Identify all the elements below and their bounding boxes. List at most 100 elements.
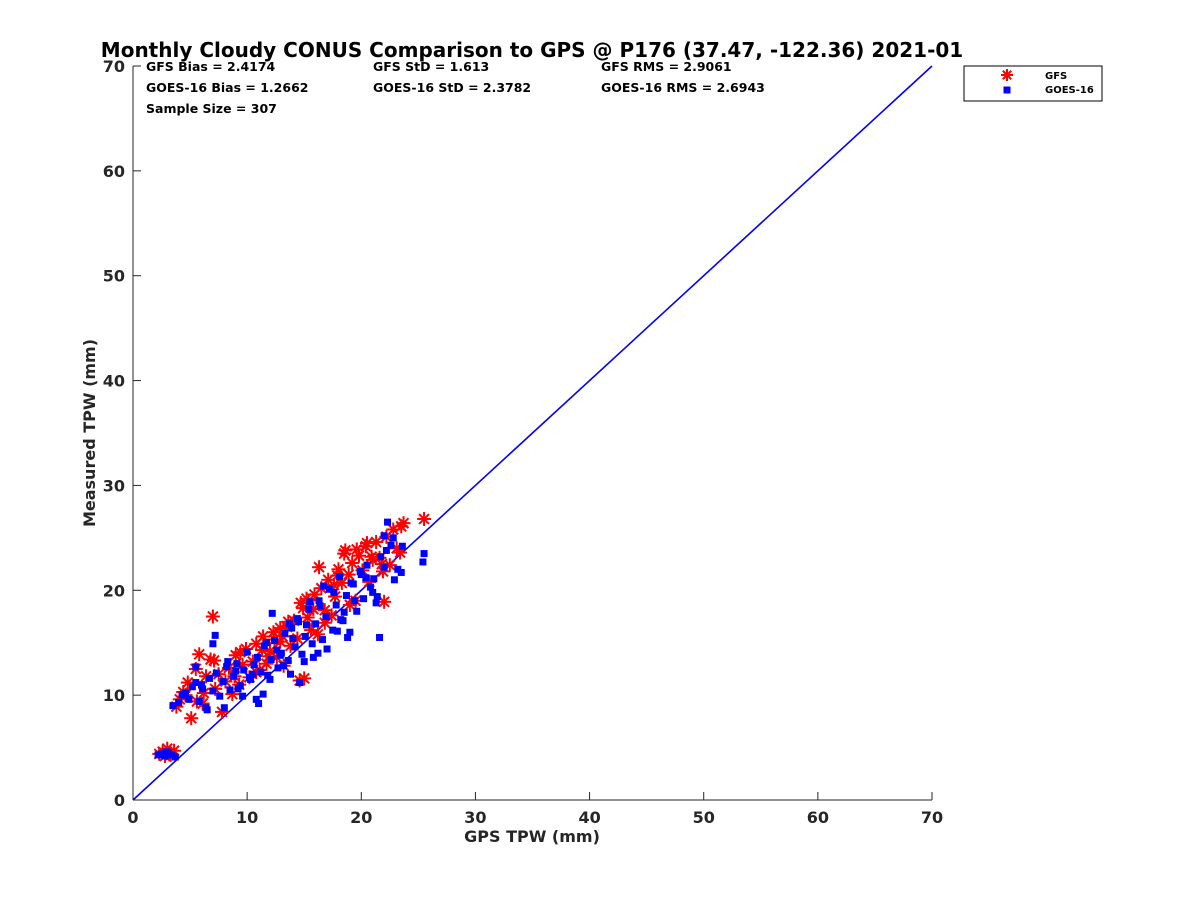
data-point	[162, 748, 170, 756]
data-point	[199, 685, 207, 693]
data-point	[417, 511, 432, 526]
data-point	[192, 663, 200, 671]
data-point	[240, 666, 248, 674]
legend-label-goes-16: GOES-16	[1045, 85, 1094, 96]
data-point	[342, 597, 357, 612]
stat-goes-bias: GOES-16 Bias = 1.2662	[146, 80, 308, 95]
data-point	[382, 546, 390, 554]
data-point	[305, 605, 313, 613]
data-point	[360, 595, 368, 603]
data-point	[184, 711, 199, 726]
data-point	[372, 599, 380, 607]
data-point	[212, 669, 220, 677]
data-point	[336, 573, 344, 581]
data-point	[220, 704, 228, 712]
legend-marker-goes-16	[1003, 86, 1011, 94]
data-point	[316, 602, 324, 610]
data-point	[359, 536, 374, 551]
data-point	[357, 571, 365, 579]
data-point	[259, 690, 267, 698]
legend-square	[1003, 86, 1011, 94]
data-point	[274, 664, 282, 672]
data-point	[347, 579, 355, 587]
stat-gfs-std: GFS StD = 1.613	[373, 59, 489, 74]
data-point	[350, 597, 358, 605]
data-point	[205, 674, 213, 682]
data-point	[289, 635, 297, 643]
data-point	[310, 627, 325, 642]
data-point	[312, 620, 320, 628]
data-point	[353, 607, 361, 615]
data-point	[182, 689, 190, 697]
data-point	[267, 655, 275, 663]
data-point	[394, 519, 409, 534]
data-point	[380, 563, 388, 571]
data-point	[207, 653, 222, 668]
legend-asterisk	[1001, 69, 1013, 81]
data-point	[298, 650, 306, 658]
data-point	[342, 592, 350, 600]
data-point	[224, 658, 232, 666]
data-point	[332, 601, 340, 609]
data-point	[296, 601, 311, 616]
data-point	[175, 698, 183, 706]
x-tick-label: 30	[464, 808, 486, 827]
legend: GFS GOES-16	[963, 65, 1103, 102]
data-point	[264, 671, 272, 679]
data-point	[268, 609, 276, 617]
data-point	[271, 637, 279, 645]
x-tick-label: 20	[350, 808, 372, 827]
legend-label-gfs: GFS	[1045, 71, 1067, 82]
data-point	[234, 685, 242, 693]
data-point	[250, 661, 258, 669]
chart-title: Monthly Cloudy CONUS Comparison to GPS @…	[101, 38, 963, 62]
data-point	[330, 588, 338, 596]
data-point	[232, 667, 240, 675]
data-point	[205, 609, 220, 624]
data-point	[376, 633, 384, 641]
data-point	[397, 568, 405, 576]
data-point	[308, 640, 316, 648]
stat-sample-size: Sample Size = 307	[146, 101, 277, 116]
data-point	[377, 553, 385, 561]
data-point	[280, 662, 288, 670]
data-point	[419, 558, 427, 566]
data-point	[344, 633, 352, 641]
data-point	[387, 541, 395, 549]
data-point	[192, 679, 200, 687]
data-point	[366, 583, 374, 591]
data-point	[171, 753, 179, 761]
data-point	[349, 542, 364, 557]
data-point	[306, 598, 314, 606]
data-point	[323, 645, 331, 653]
data-point	[273, 646, 281, 654]
legend-marker-gfs	[1001, 69, 1013, 81]
y-tick-label: 50	[103, 267, 125, 286]
data-point	[369, 588, 377, 596]
y-tick-label: 10	[103, 686, 125, 705]
data-point	[291, 643, 299, 651]
data-point	[226, 686, 234, 694]
data-point	[169, 702, 177, 710]
data-point	[239, 692, 247, 700]
data-point	[389, 534, 397, 542]
data-point	[263, 639, 271, 647]
data-point	[223, 663, 231, 671]
data-point	[364, 549, 379, 564]
x-tick-label: 50	[693, 808, 715, 827]
y-tick-label: 60	[103, 162, 125, 181]
data-point	[281, 629, 289, 637]
data-point	[309, 653, 317, 661]
stat-gfs-bias: GFS Bias = 2.4174	[146, 59, 276, 74]
data-point	[284, 657, 292, 665]
data-point	[346, 628, 354, 636]
x-tick-label: 0	[127, 808, 138, 827]
data-point	[300, 658, 308, 666]
data-point	[373, 593, 381, 601]
data-point	[219, 678, 227, 686]
legend-box	[963, 65, 1103, 102]
y-tick-label: 30	[103, 476, 125, 495]
data-point	[209, 687, 217, 695]
data-point	[253, 653, 261, 661]
